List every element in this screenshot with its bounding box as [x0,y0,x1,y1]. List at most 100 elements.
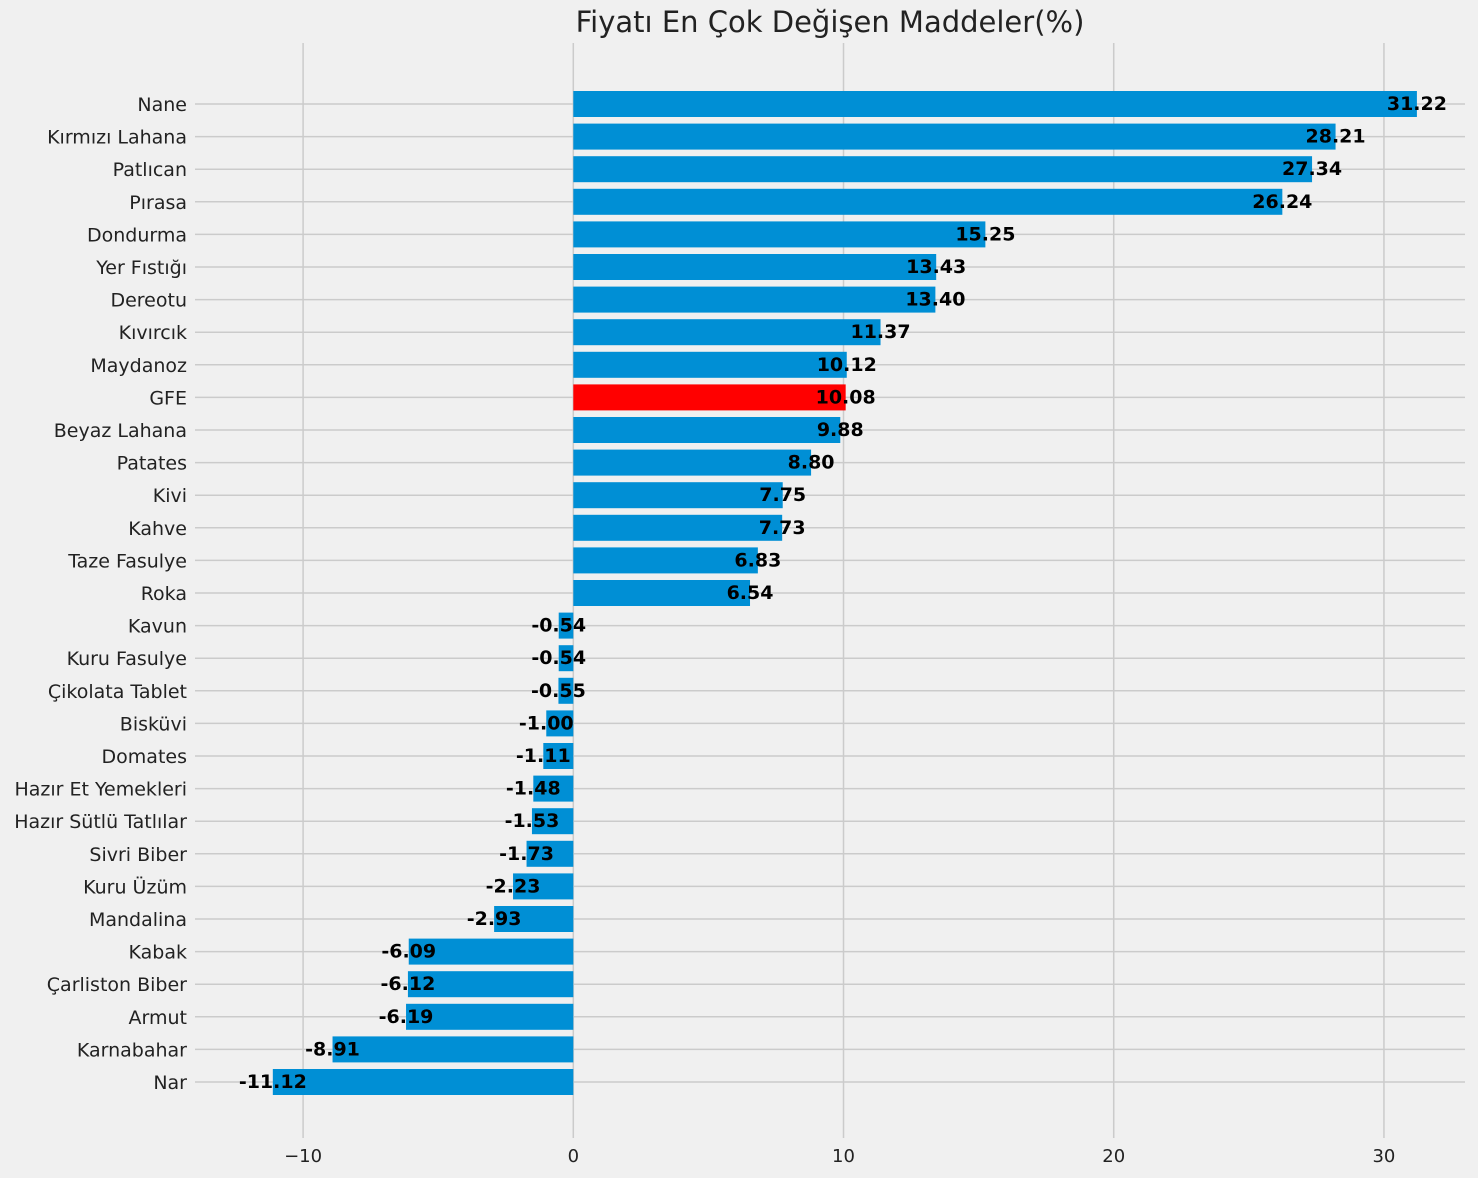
x-tick-label: 10 [832,1146,855,1167]
category-label: Kavun [128,616,187,638]
category-label: Taze Fasulye [67,550,187,572]
bar [573,417,841,443]
bar [543,743,574,769]
bar [573,351,847,378]
category-label: Nane [137,94,187,116]
category-label: Kabak [129,942,187,964]
x-tick-label: 30 [1372,1146,1395,1167]
x-tick-label: −10 [284,1146,322,1167]
bar [332,1036,574,1063]
bar-value-label: -0.54 [531,647,586,669]
bar-value-label: 13.40 [905,289,965,311]
category-label: Karnabahar [77,1039,187,1061]
bar-value-label: 6.83 [734,549,781,571]
category-label: Çikolata Tablet [48,681,187,703]
category-label: Pırasa [129,192,187,214]
bar-value-label: 27.34 [1282,158,1342,180]
category-label: Kivi [153,485,187,507]
bar [406,1003,574,1030]
category-label: GFE [149,387,187,409]
bar-value-label: -1.73 [499,843,554,865]
bar [573,482,783,509]
category-label: Bisküvi [120,713,187,735]
bar-value-label: 31.22 [1387,93,1447,115]
bar-value-label: 8.80 [788,452,835,474]
category-label: Kıvırcık [119,322,187,344]
bar [573,221,986,248]
bar-value-label: -2.93 [467,908,522,930]
bar-value-label: -0.55 [531,680,586,702]
bar [533,775,574,802]
bar-value-label: 6.54 [727,582,774,604]
bar [573,449,812,476]
category-label: Patlıcan [113,159,187,181]
bar [558,677,574,704]
bar [573,580,751,606]
bar [546,710,574,737]
category-label: Hazır Sütlü Tatlılar [14,811,187,833]
bar-value-label: 11.37 [850,321,910,343]
bar-value-label: -0.54 [531,615,586,637]
category-label: Çarliston Biber [47,974,187,996]
bar-value-label: -11.12 [239,1071,307,1093]
bar [573,384,846,411]
category-label: Patates [117,453,187,475]
bar [272,1069,574,1095]
bar-value-label: -6.12 [381,973,436,995]
bar-value-label: -6.19 [379,1006,434,1028]
category-label: Kuru Fasulye [67,648,187,670]
bar [573,123,1336,150]
bar [573,514,783,541]
chart-title: Fiyatı En Çok Değişen Maddeler(%) [576,5,1085,39]
bar-value-label: 13.43 [906,256,966,278]
bar-value-label: 15.25 [955,223,1015,245]
bar [573,254,937,280]
bar [573,156,1313,183]
value-labels: 31.22 28.21 27.34 26.24 15.25 13.43 13.40 11.37… [239,93,1447,1093]
category-label: Kuru Üzüm [83,875,187,898]
category-label: Mandalina [89,909,187,931]
category-label: Kırmızı Lahana [47,127,187,149]
bar-value-label: 9.88 [817,419,864,441]
category-label: Dondurma [87,224,187,246]
bar-value-label: -1.48 [506,778,561,800]
bar [573,286,936,313]
bar [573,319,881,346]
category-label: Beyaz Lahana [54,420,187,442]
category-label: Domates [102,746,187,768]
bar [573,547,758,574]
category-label: Maydanoz [90,355,187,377]
bar-value-label: 7.73 [759,517,806,539]
bar [408,938,574,965]
bar [407,971,574,998]
x-tick-label: 0 [568,1146,579,1167]
bar [526,840,574,867]
bar-value-label: -1.53 [505,810,560,832]
bar [494,906,574,932]
category-label: Yer Fıstığı [95,257,187,279]
bar [531,808,574,835]
bars [272,91,1417,1095]
category-label: Dereotu [110,290,187,312]
x-axis-ticks: −10 0 10 20 30 [284,1146,1395,1167]
category-label: Sivri Biber [89,844,187,866]
bar-value-label: -1.00 [519,712,574,734]
bar [573,91,1417,117]
category-label: Nar [153,1072,187,1094]
bar-value-label: 10.08 [816,386,876,408]
bar-value-label: 26.24 [1252,191,1312,213]
x-tick-label: 20 [1102,1146,1125,1167]
category-label: Hazır Et Yemekleri [14,779,187,801]
bar [558,612,574,639]
category-label: Roka [141,583,187,605]
category-label: Kahve [128,518,187,540]
bar-value-label: 7.75 [759,484,806,506]
bar [573,188,1283,215]
bar-value-label: -2.23 [486,875,541,897]
category-labels: Nane Kırmızı Lahana Patlıcan Pırasa Dondurma… [14,94,187,1094]
bar-value-label: -6.09 [381,941,436,963]
category-label: Armut [129,1007,187,1029]
bar [513,873,574,900]
bar-value-label: 10.12 [817,354,877,376]
